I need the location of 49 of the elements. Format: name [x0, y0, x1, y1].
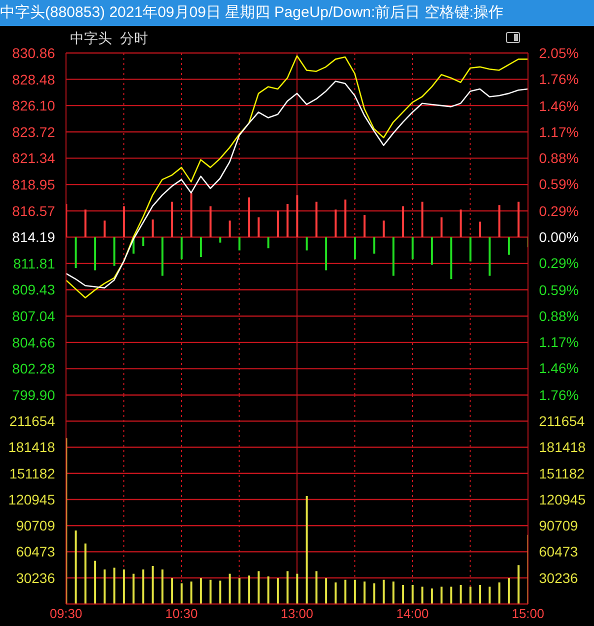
y-tick-label: 823.72 — [12, 124, 56, 140]
y-tick-label: 807.04 — [12, 308, 56, 324]
y2-tick-label: 1.46% — [539, 98, 579, 114]
y-tick-label: 818.95 — [12, 176, 56, 193]
chart-title: 中字头(880853) 2021年09月09日 星期四 PageUp/Down:前后日 空格键:操作 — [0, 0, 594, 26]
y-tick-label: 120945 — [8, 492, 56, 508]
y2-tick-label: 1.17% — [539, 124, 579, 140]
y-tick-label: 151182 — [9, 465, 56, 482]
x-tick-label: 13:00 — [280, 606, 314, 622]
y-tick-label: 60473 — [16, 544, 56, 560]
y-tick-label: 799.90 — [12, 387, 56, 403]
y2-tick-label: 0.29% — [539, 255, 579, 272]
x-tick-label: 15:00 — [512, 606, 544, 622]
y-tick-label: 821.34 — [12, 150, 56, 166]
y-tick-label: 802.28 — [12, 360, 56, 377]
y2-tick-label: 90709 — [539, 518, 578, 534]
y2-tick-label: 151182 — [539, 465, 585, 482]
y-tick-label: 211654 — [9, 413, 56, 430]
y2-tick-label: 181418 — [539, 439, 586, 456]
y-tick-label: 816.57 — [12, 202, 56, 219]
y2-tick-label: 1.46% — [539, 360, 579, 376]
y2-tick-label: 1.17% — [539, 334, 579, 350]
y2-tick-label: 0.00% — [539, 229, 579, 246]
y2-tick-label: 2.05% — [539, 45, 579, 61]
y2-tick-label: 1.76% — [539, 387, 579, 403]
y-tick-label: 826.10 — [12, 98, 56, 114]
y-tick-label: 804.66 — [12, 334, 56, 350]
y-tick-label: 811.81 — [13, 255, 56, 272]
y-tick-label: 30236 — [16, 570, 56, 586]
y2-tick-label: 0.59% — [539, 176, 579, 192]
y-tick-label: 809.43 — [12, 282, 56, 298]
y2-tick-label: 0.88% — [539, 150, 579, 166]
y-tick-label: 830.86 — [12, 45, 56, 61]
y-tick-label: 814.19 — [12, 229, 56, 246]
x-tick-label: 14:00 — [396, 606, 429, 622]
x-tick-label: 10:30 — [165, 606, 198, 622]
y2-tick-label: 60473 — [539, 544, 578, 560]
y-tick-label: 90709 — [16, 518, 56, 534]
y-tick-label: 181418 — [8, 439, 56, 456]
y2-tick-label: 1.76% — [539, 71, 579, 88]
y2-tick-label: 0.29% — [539, 202, 579, 219]
y-tick-label: 828.48 — [12, 71, 56, 88]
y2-tick-label: 0.59% — [539, 282, 579, 298]
y2-tick-label: 211654 — [539, 413, 585, 430]
y2-tick-label: 30236 — [539, 570, 578, 586]
chart-subtitle: 中字头 分时 — [70, 30, 148, 48]
x-tick-label: 09:30 — [50, 606, 82, 622]
y2-tick-label: 0.88% — [539, 308, 579, 324]
y2-tick-label: 120945 — [539, 492, 586, 508]
